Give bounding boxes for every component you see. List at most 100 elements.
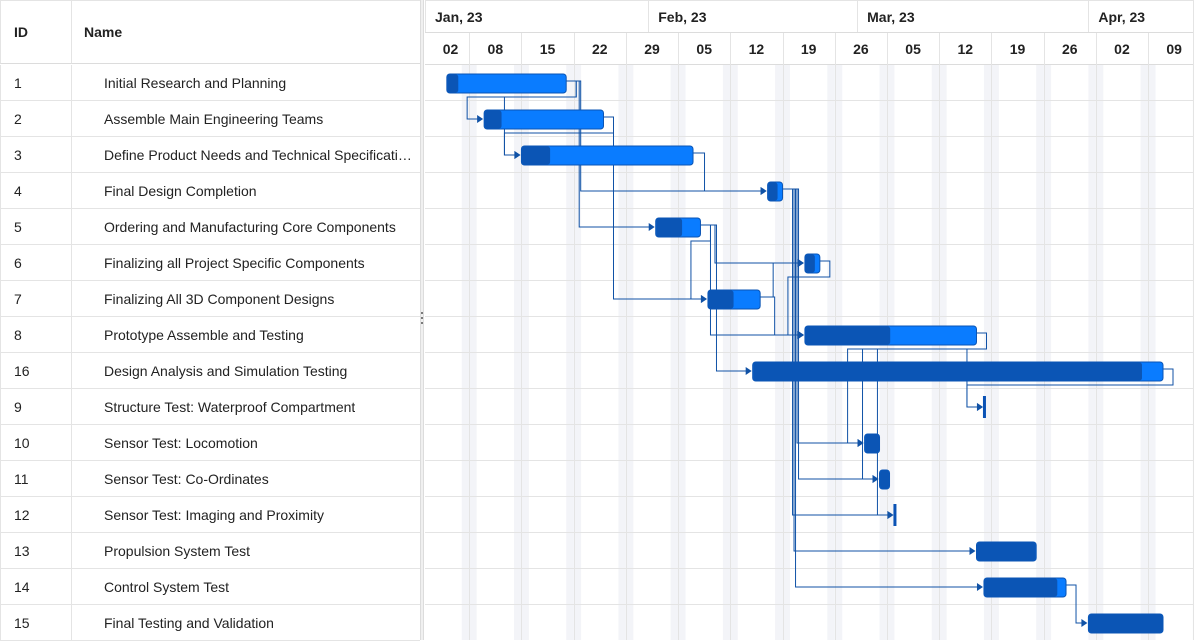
dependency-arrow-icon — [477, 115, 484, 123]
week-label[interactable]: 15 — [540, 41, 556, 57]
dependency-arrow-icon — [857, 439, 864, 447]
week-label[interactable]: 26 — [1062, 41, 1078, 57]
task-name: Finalizing all Project Specific Componen… — [104, 254, 365, 271]
task-name-cell: Sensor Test: Imaging and Proximity — [72, 497, 412, 532]
task-name-cell: Design Analysis and Simulation Testing — [72, 353, 412, 388]
task-row[interactable]: 7 Finalizing All 3D Component Designs — [0, 281, 420, 317]
task-name-cell: Structure Test: Waterproof Compartment — [72, 389, 412, 424]
task-id: 8 — [0, 317, 72, 352]
dependency-arrow-icon — [700, 295, 707, 303]
dependency-line — [603, 116, 702, 300]
week-label[interactable]: 19 — [1010, 41, 1026, 57]
week-label[interactable]: 22 — [592, 41, 608, 57]
task-progress — [753, 362, 1142, 381]
dependency-arrow-icon — [760, 187, 767, 195]
milestone-marker[interactable] — [893, 504, 897, 526]
task-row[interactable]: 16 Design Analysis and Simulation Testing — [0, 353, 420, 389]
week-label[interactable]: 09 — [1166, 41, 1182, 57]
week-label[interactable]: 02 — [443, 41, 459, 57]
task-id: 7 — [0, 281, 72, 316]
week-label[interactable]: 08 — [488, 41, 504, 57]
task-grid: ID Name 1 Initial Research and Planning 2 A… — [0, 0, 421, 641]
month-label[interactable]: Mar, 23 — [867, 9, 915, 25]
task-id: 6 — [0, 245, 72, 280]
week-label[interactable]: 19 — [801, 41, 817, 57]
task-row[interactable]: 1 Initial Research and Planning — [0, 65, 420, 101]
month-label[interactable]: Jan, 23 — [435, 9, 483, 25]
task-row[interactable]: 2 Assemble Main Engineering Teams — [0, 101, 420, 137]
task-bar[interactable] — [446, 73, 567, 94]
week-label[interactable]: 12 — [958, 41, 974, 57]
milestone-marker[interactable] — [982, 396, 986, 418]
gantt-timeline: 02 08 15 22 29 05 12 19 26 05 12 19 26 02 09 Jan, 23 Feb… — [425, 0, 1194, 640]
task-id: 11 — [0, 461, 72, 496]
gantt-chart-canvas: 02 08 15 22 29 05 12 19 26 05 12 19 26 02 09 Jan, 23 Feb… — [425, 0, 1194, 640]
task-row[interactable]: 11 Sensor Test: Co-Ordinates — [0, 461, 420, 497]
dependency-line — [966, 368, 1174, 408]
task-row[interactable]: 6 Finalizing all Project Specific Compone… — [0, 245, 420, 281]
task-row[interactable]: 9 Structure Test: Waterproof Compartment — [0, 389, 420, 425]
task-name: Prototype Assemble and Testing — [104, 326, 304, 343]
task-id: 4 — [0, 173, 72, 208]
task-row[interactable]: 14 Control System Test — [0, 569, 420, 605]
task-name: Finalizing All 3D Component Designs — [104, 290, 335, 307]
dependency-arrow-icon — [514, 151, 521, 159]
dependency-arrow-icon — [1081, 619, 1088, 627]
task-progress — [805, 326, 891, 345]
task-row[interactable]: 10 Sensor Test: Locomotion — [0, 425, 420, 461]
task-progress — [447, 74, 459, 93]
dependency-arrow-icon — [969, 547, 976, 555]
task-name-cell: Sensor Test: Co-Ordinates — [72, 461, 412, 496]
task-id: 5 — [0, 209, 72, 244]
dependency-arrow-icon — [745, 367, 752, 375]
dependency-line — [1066, 584, 1083, 624]
task-id: 10 — [0, 425, 72, 460]
week-label[interactable]: 05 — [905, 41, 921, 57]
month-label[interactable]: Apr, 23 — [1098, 9, 1145, 25]
task-name-cell: Propulsion System Test — [72, 533, 412, 568]
task-bar[interactable] — [483, 109, 604, 130]
month-label[interactable]: Feb, 23 — [658, 9, 706, 25]
task-row[interactable]: 4 Final Design Completion — [0, 173, 420, 209]
task-name: Structure Test: Waterproof Compartment — [104, 398, 356, 415]
task-progress — [1088, 614, 1163, 633]
task-name: Define Product Needs and Technical Speci… — [104, 146, 412, 163]
task-name-cell: Control System Test — [72, 569, 412, 604]
task-name: Initial Research and Planning — [104, 74, 287, 91]
task-name: Ordering and Manufacturing Core Componen… — [104, 218, 396, 235]
task-row[interactable]: 8 Prototype Assemble and Testing — [0, 317, 420, 353]
task-id: 13 — [0, 533, 72, 568]
column-header-name[interactable]: Name — [72, 0, 420, 64]
dependency-arrow-icon — [648, 223, 655, 231]
task-row[interactable]: 12 Sensor Test: Imaging and Proximity — [0, 497, 420, 533]
task-name: Sensor Test: Locomotion — [104, 434, 258, 451]
task-name-cell: Sensor Test: Locomotion — [72, 425, 412, 460]
task-id: 9 — [0, 389, 72, 424]
dependency-line — [760, 296, 799, 336]
task-bar[interactable] — [520, 145, 694, 166]
task-id: 14 — [0, 569, 72, 604]
week-label[interactable]: 12 — [749, 41, 765, 57]
dependency-arrow-icon — [887, 511, 894, 519]
week-label[interactable]: 05 — [696, 41, 712, 57]
task-progress — [984, 578, 1058, 597]
task-name-cell: Final Design Completion — [72, 173, 412, 208]
task-row[interactable]: 15 Final Testing and Validation — [0, 605, 420, 641]
task-name: Design Analysis and Simulation Testing — [104, 362, 348, 379]
column-header-id[interactable]: ID — [0, 0, 72, 64]
week-label[interactable]: 26 — [853, 41, 869, 57]
week-label[interactable]: 02 — [1114, 41, 1130, 57]
task-row[interactable]: 5 Ordering and Manufacturing Core Compone… — [0, 209, 420, 245]
task-progress — [656, 218, 683, 237]
dependency-arrow-icon — [872, 475, 879, 483]
task-row[interactable]: 3 Define Product Needs and Technical Spec… — [0, 137, 420, 173]
task-row[interactable]: 13 Propulsion System Test — [0, 533, 420, 569]
dependency-arrow-icon — [797, 331, 804, 339]
dependency-arrow-icon — [797, 259, 804, 267]
week-label[interactable]: 29 — [644, 41, 660, 57]
splitter-grip-icon[interactable] — [420, 312, 424, 328]
pane-splitter[interactable] — [420, 0, 424, 640]
task-id: 3 — [0, 137, 72, 172]
task-name: Sensor Test: Imaging and Proximity — [104, 506, 324, 523]
